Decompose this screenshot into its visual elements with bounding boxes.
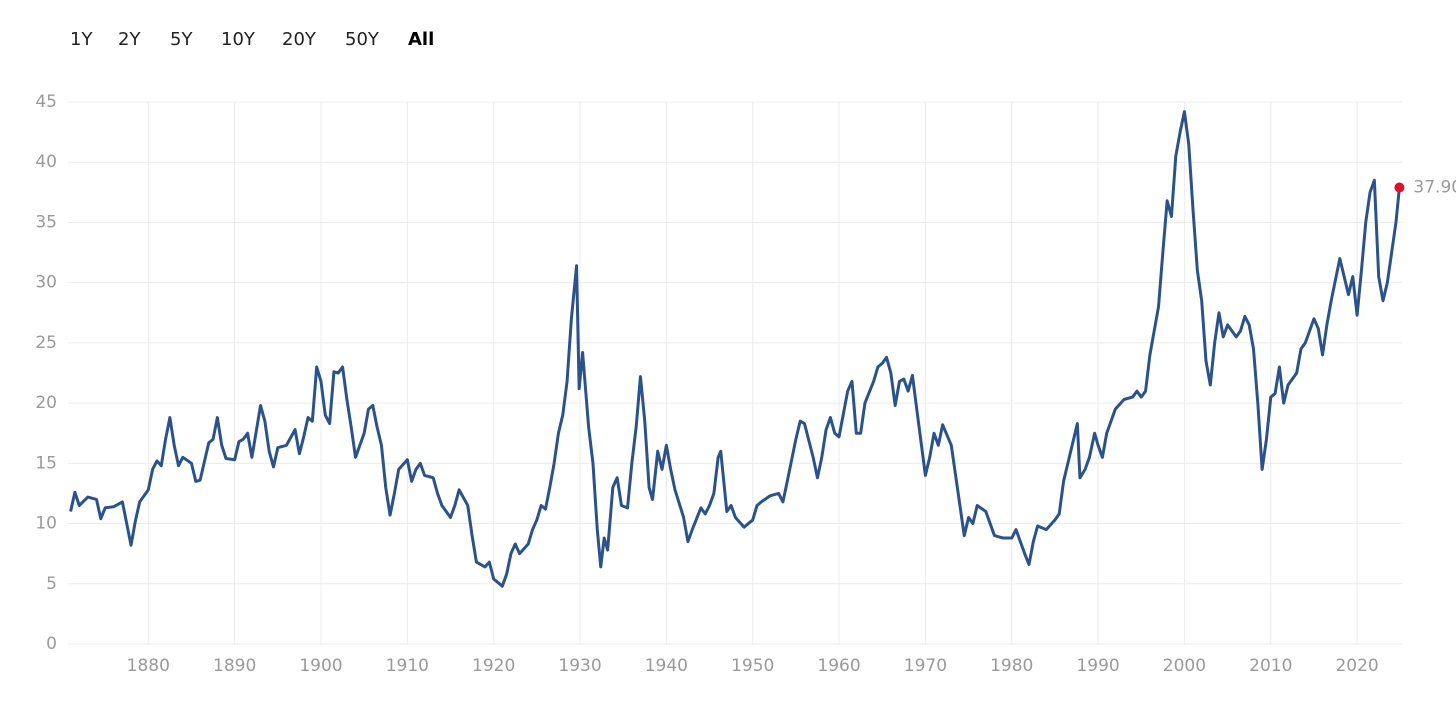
plot: 37.90 [69,110,1456,588]
x-tick-label: 1950 [731,656,774,676]
y-tick-label: 40 [35,152,57,172]
x-tick-label: 1880 [127,656,170,676]
end-label: 37.90 [1413,178,1456,198]
x-tick-label: 1890 [213,656,256,676]
x-tick-label: 1900 [299,656,342,676]
y-tick-label: 10 [35,514,57,534]
x-tick-label: 1960 [817,656,860,676]
x-tick-label: 1910 [386,656,429,676]
tick-labels: 0 5 10 15 20 25 30 35 40 45 1880 1890 1900 1910 1920 19… [35,92,1378,676]
y-tick-label: 0 [46,634,57,654]
y-tick-label: 5 [46,574,57,594]
x-tick-label: 2020 [1335,656,1378,676]
y-tick-label: 30 [35,273,57,293]
range-button[interactable]: All [408,29,434,50]
y-tick-label: 15 [35,453,57,473]
end-marker [1394,182,1405,193]
range-button[interactable]: 2Y [118,29,141,50]
range-button[interactable]: 20Y [282,29,317,50]
x-tick-label: 2010 [1249,656,1292,676]
y-tick-label: 20 [35,393,57,413]
x-tick-label: 1920 [472,656,515,676]
x-tick-label: 1980 [990,656,1033,676]
grid [68,101,1402,645]
line [69,110,1401,588]
y-tick-label: 45 [35,92,57,112]
x-tick-label: 1990 [1076,656,1119,676]
range-button[interactable]: 1Y [70,29,93,50]
range-buttons: 1Y 2Y 5Y 10Y 20Y 50Y All [70,29,434,50]
range-button[interactable]: 50Y [345,29,380,50]
range-button[interactable]: 5Y [170,29,193,50]
y-tick-label: 25 [35,333,57,353]
x-tick-label: 1970 [904,656,947,676]
x-tick-label: 2000 [1163,656,1206,676]
x-tick-label: 1940 [645,656,688,676]
y-tick-label: 35 [35,212,57,232]
range-button[interactable]: 10Y [221,29,256,50]
x-tick-label: 1930 [558,656,601,676]
